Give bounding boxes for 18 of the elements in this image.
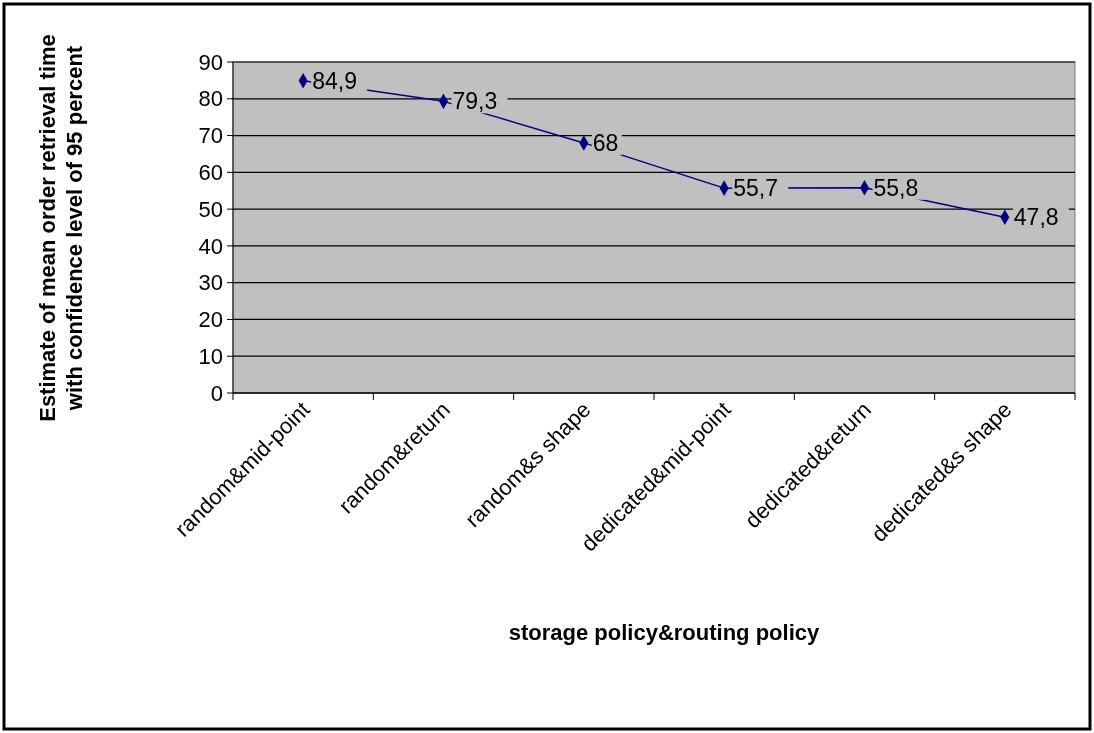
data-label: 84,9 <box>312 67 357 94</box>
y-tick-label: 80 <box>198 86 223 112</box>
y-tick-label: 90 <box>198 49 223 75</box>
data-label: 47,8 <box>1013 204 1059 231</box>
data-label: 68 <box>592 129 619 156</box>
y-axis-title: Estimate of mean order retrieval time with confidence level of 95 percent <box>35 34 87 422</box>
data-label: 55,8 <box>873 174 919 201</box>
x-axis-title: storage policy&routing policy <box>508 620 820 645</box>
y-tick-label: 30 <box>198 270 223 296</box>
y-tick-label: 0 <box>210 380 223 406</box>
y-tick-label: 20 <box>198 307 223 333</box>
data-label: 79,3 <box>452 88 498 115</box>
y-tick-label: 10 <box>198 343 223 369</box>
y-tick-label: 70 <box>198 123 223 149</box>
data-label: 55,7 <box>733 175 778 202</box>
y-tick-label: 60 <box>198 160 223 186</box>
y-tick-label: 50 <box>198 196 223 222</box>
y-tick-label: 40 <box>198 233 223 259</box>
